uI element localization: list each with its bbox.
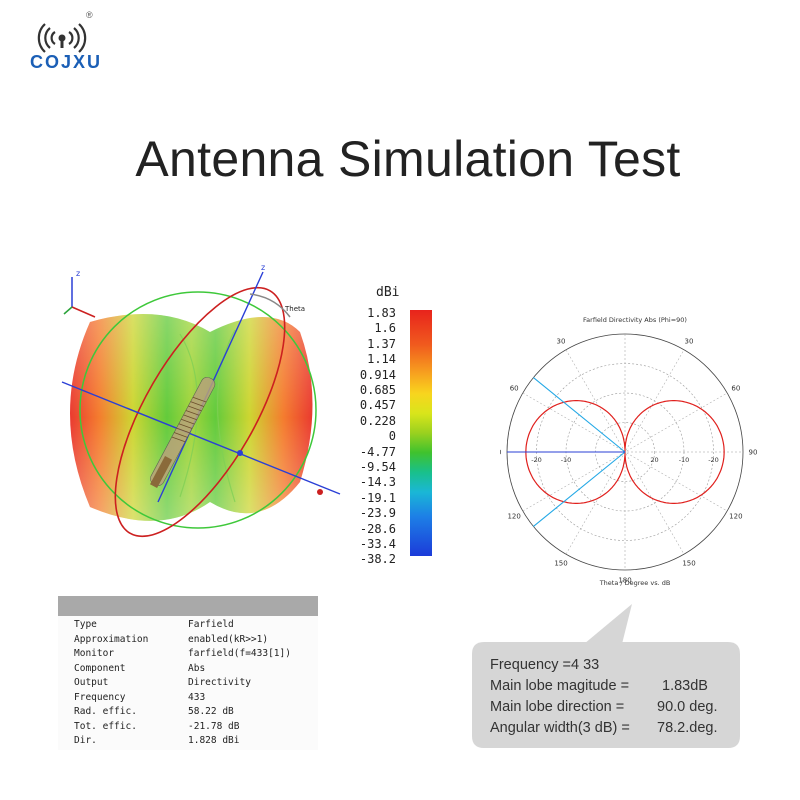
- colorbar-tick-label: 0.457: [359, 398, 396, 413]
- colorbar-tick-label: 0.914: [359, 367, 396, 382]
- table-value: 433: [188, 691, 206, 703]
- polar-angle-label: 150: [554, 559, 567, 567]
- colorbar-tick-label: -28.6: [359, 521, 396, 536]
- brand-name: COJXU: [29, 52, 102, 72]
- cojxu-logo-icon: [37, 23, 87, 53]
- polar-directivity-plot: Farfield Directivity Abs (Phi=90) 030609…: [500, 316, 758, 587]
- summary-bubble: [472, 604, 740, 748]
- colorbar-tick-label: 1.37: [367, 336, 396, 351]
- beamwidth-marker-lower: [533, 451, 626, 527]
- table-value: Directivity: [188, 677, 251, 688]
- polar-caption: Theta / Degree vs. dB: [599, 579, 671, 587]
- polar-radial-labels: -20 -10 20 -10 -20: [531, 456, 719, 464]
- summary-width-label: Angular width(3 dB) =: [490, 720, 630, 736]
- axis-label-z-small: z: [76, 269, 80, 278]
- table-value: Abs: [188, 662, 206, 674]
- summary-magnitude-label: Main lobe magitude =: [490, 678, 630, 694]
- page-title: Antenna Simulation Test: [135, 131, 681, 187]
- farfield-result-table: Type Farfield Approximation enabled(kR>>1) M…: [58, 596, 318, 750]
- table-value: 58.22 dB: [188, 706, 234, 717]
- polar-angle-label: 120: [729, 513, 742, 521]
- table-value: -21.78 dB: [188, 720, 240, 732]
- polar-radial-label: -10: [679, 456, 690, 464]
- polar-angle-label: 150: [682, 559, 695, 567]
- summary-magnitude-value: 1.83dB: [662, 678, 708, 694]
- polar-angle-label: 90: [749, 449, 758, 457]
- colorbar-tick-label: -4.77: [359, 444, 396, 459]
- colorbar-tick-label: -19.1: [359, 490, 396, 505]
- summary-direction-value: 90.0 deg.: [657, 699, 718, 715]
- summary-frequency: Frequency =4 33: [490, 657, 600, 673]
- table-key: Component: [74, 662, 126, 674]
- polar-angle-label: 120: [507, 513, 520, 521]
- polar-angle-label: 60: [510, 385, 519, 393]
- table-key: Output: [74, 677, 109, 688]
- colorbar-tick-label: -23.9: [359, 506, 396, 521]
- polar-radial-label: -20: [708, 456, 719, 464]
- polar-angle-labels: 0306090120150180150120906030: [500, 338, 758, 585]
- table-key: Type: [74, 619, 97, 630]
- table-key: Monitor: [74, 648, 115, 659]
- table-key: Approximation: [74, 633, 149, 645]
- colorbar-tick-label: -33.4: [359, 537, 396, 551]
- colorbar-tick-label: 0.228: [359, 413, 396, 428]
- table-key: Dir.: [74, 735, 97, 746]
- colorbar-tick-label: -14.3: [359, 475, 396, 490]
- summary-direction-label: Main lobe direction =: [490, 699, 625, 715]
- table-key: Frequency: [74, 691, 126, 703]
- polar-radial-label: 20: [650, 456, 658, 464]
- polar-angle-label: 90: [500, 449, 501, 457]
- colorbar-tick-label: 0.685: [359, 383, 396, 397]
- colorbar-tick-label: 0: [388, 429, 396, 444]
- table-value: Farfield: [188, 619, 234, 630]
- colorbar-tick-label: -9.54: [359, 460, 396, 474]
- polar-radial-label: -10: [561, 456, 572, 464]
- table-header-bar: [58, 596, 318, 616]
- table-value: farfield(f=433[1]): [188, 648, 291, 659]
- colorbar-unit: dBi: [376, 285, 400, 300]
- colorbar-tick-label: 1.83: [367, 306, 396, 320]
- polar-angle-label: 180: [618, 577, 631, 585]
- polar-angle-label: 30: [557, 338, 566, 346]
- polar-angle-label: 30: [685, 338, 694, 346]
- farfield-3d-plot: z z Theta: [61, 263, 341, 538]
- colorbar-scale: [410, 310, 432, 556]
- axis-label-z-main: z: [261, 263, 265, 272]
- colorbar-tick-label: 1.6: [374, 321, 396, 336]
- axis-label-theta: Theta: [284, 305, 305, 313]
- beamwidth-marker-upper: [533, 377, 626, 453]
- polar-title: Farfield Directivity Abs (Phi=90): [583, 316, 687, 324]
- colorbar-tick-label: 1.14: [367, 352, 396, 367]
- table-key: Rad. effic.: [74, 706, 137, 717]
- table-value: 1.828 dBi: [188, 735, 240, 746]
- polar-radial-label: -20: [531, 456, 542, 464]
- table-value: enabled(kR>>1): [188, 633, 269, 645]
- table-key: Tot. effic.: [74, 720, 137, 732]
- axis-gizmo-icon: [63, 277, 96, 318]
- registered-mark: ®: [86, 10, 93, 20]
- colorbar-tick-label: -38.2: [359, 552, 396, 567]
- summary-width-value: 78.2.deg.: [657, 720, 718, 736]
- polar-angle-label: 60: [731, 385, 740, 393]
